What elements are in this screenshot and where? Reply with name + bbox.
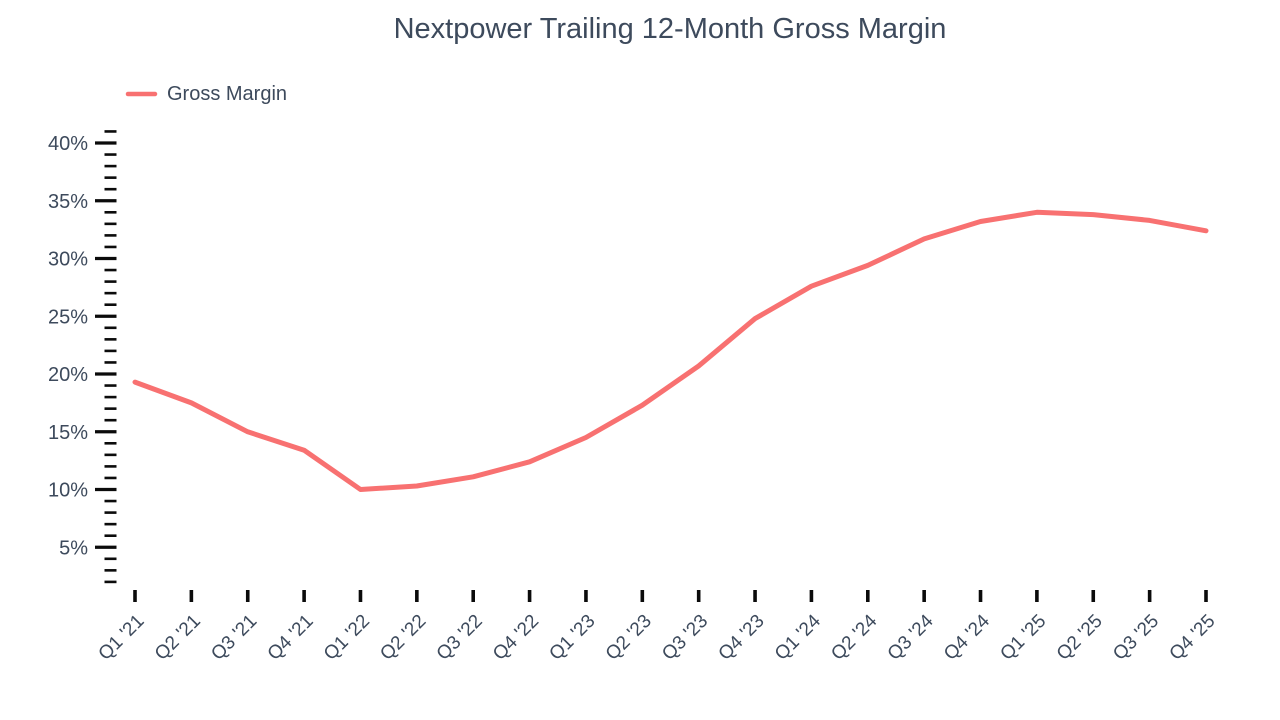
x-axis-label: Q2 '24 [827,610,881,664]
y-axis-label: 40% [48,133,88,155]
x-axis-label: Q4 '22 [489,611,543,665]
x-axis-label: Q3 '25 [1109,611,1163,665]
x-axis-label: Q2 '21 [151,611,205,665]
x-axis-label: Q2 '23 [602,611,656,665]
x-axis-label: Q1 '23 [545,611,599,665]
x-axis-label: Q2 '25 [1053,611,1107,665]
x-axis-label: Q1 '24 [771,610,825,664]
x-axis-label: Q3 '22 [433,611,487,665]
x-axis-label: Q4 '25 [1166,611,1220,665]
y-axis-label: 25% [48,306,88,328]
x-axis-label: Q1 '22 [320,611,374,665]
legend: Gross Margin [125,83,287,105]
x-axis-label: Q2 '22 [376,611,430,665]
x-axis-label: Q1 '25 [996,611,1050,665]
gross-margin-line [132,209,1209,492]
x-axis-label: Q3 '24 [884,610,938,664]
x-axis-label: Q3 '21 [207,611,261,665]
legend-label: Gross Margin [167,83,287,105]
y-axis: 5% 10% 15% 20% 25% 30% 35% 40% [48,130,117,584]
y-axis-label: 35% [48,191,88,213]
x-axis-label: Q4 '24 [940,610,994,664]
y-axis-label: 15% [48,422,88,444]
y-axis-label: 30% [48,249,88,271]
y-axis-label: 10% [48,480,88,502]
y-axis-label: 5% [59,537,88,559]
x-axis-label: Q1 '21 [95,611,149,665]
y-axis-label: 20% [48,364,88,386]
chart-title: Nextpower Trailing 12-Month Gross Margin [394,13,947,45]
x-axis-label: Q4 '23 [715,611,769,665]
x-axis-label: Q3 '23 [658,611,712,665]
x-axis-label: Q4 '21 [264,611,318,665]
x-axis: Q1 '21 Q2 '21 Q3 '21 Q4 '21 Q1 '22 Q2 '22 Q3 '… [95,590,1220,665]
